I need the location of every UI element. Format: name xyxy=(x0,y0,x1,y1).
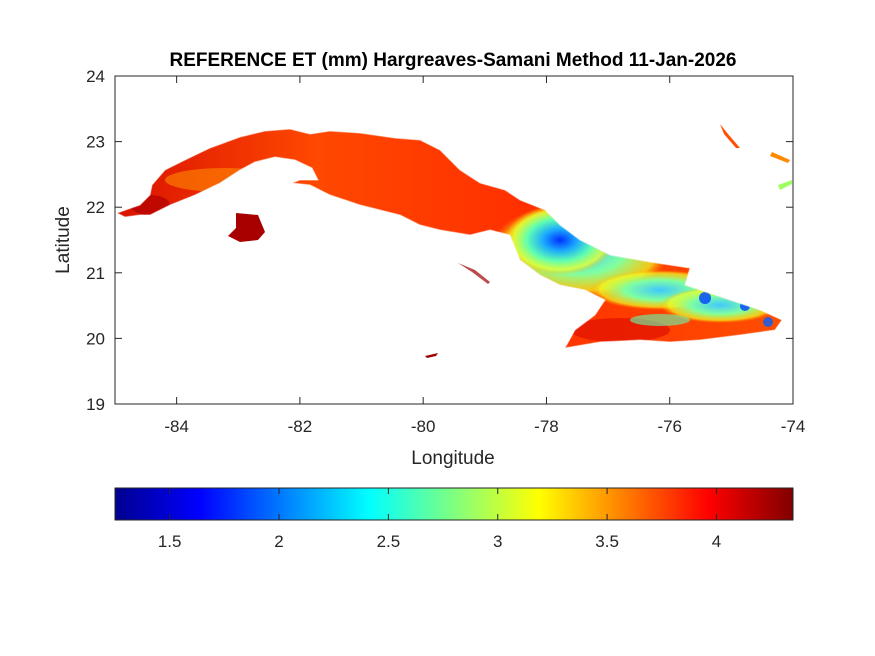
colorbar-tick-label: 2 xyxy=(274,532,283,551)
y-axis: 19 20 21 22 23 24 xyxy=(86,67,793,414)
x-axis: -84 -82 -80 -78 -76 -74 xyxy=(164,76,805,436)
colorbar-tick-label: 4 xyxy=(712,532,721,551)
y-tick-label: 21 xyxy=(86,264,105,283)
blue-spot xyxy=(699,292,711,304)
x-tick-label: -82 xyxy=(288,417,313,436)
y-tick-label: 23 xyxy=(86,133,105,152)
colorbar-tick-label: 2.5 xyxy=(377,532,401,551)
y-tick-label: 24 xyxy=(86,67,105,86)
colorbar-tick-label: 3 xyxy=(493,532,502,551)
colorbar xyxy=(114,487,794,521)
blue-spot xyxy=(763,317,773,327)
y-tick-label: 22 xyxy=(86,198,105,217)
x-tick-label: -74 xyxy=(781,417,806,436)
y-tick-label: 20 xyxy=(86,329,105,348)
islet xyxy=(425,353,438,358)
y-tick-label: 19 xyxy=(86,395,105,414)
x-tick-label: -78 xyxy=(534,417,559,436)
colorbar-tick-label: 1.5 xyxy=(158,532,182,551)
colorbar-tick-label: 3.5 xyxy=(595,532,619,551)
cays xyxy=(458,263,490,284)
x-tick-label: -80 xyxy=(411,417,436,436)
axes-box xyxy=(114,75,794,405)
south-coast-green xyxy=(630,314,690,326)
islet xyxy=(778,180,792,190)
x-tick-label: -84 xyxy=(164,417,189,436)
x-tick-label: -76 xyxy=(657,417,682,436)
chart-title: REFERENCE ET (mm) Hargreaves-Samani Meth… xyxy=(169,50,736,71)
islet xyxy=(770,152,790,163)
isla-de-la-juventud xyxy=(228,213,265,242)
colorbar-ticks: 1.5 2 2.5 3 3.5 4 xyxy=(158,488,721,551)
x-axis-label: Longitude xyxy=(411,448,494,469)
plot-area xyxy=(115,76,793,404)
y-axis-label: Latitude xyxy=(53,206,74,274)
